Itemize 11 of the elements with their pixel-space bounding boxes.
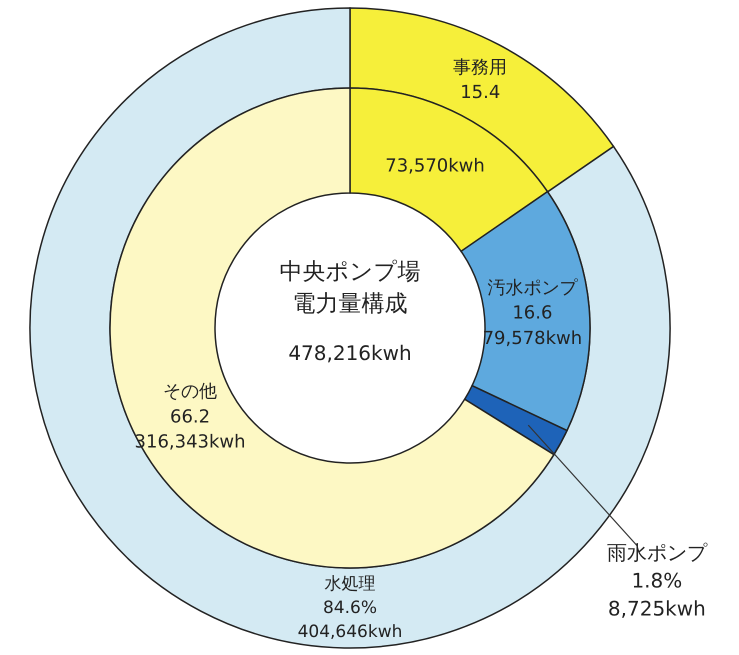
annotation: 478,216kwh xyxy=(288,341,412,365)
slice-label: 雨水ポンプ xyxy=(606,540,708,564)
slice-label: 事務用 xyxy=(453,57,508,78)
slice-label: 汚水ポンプ xyxy=(487,277,578,298)
data-label: 73,570kwh xyxy=(385,155,485,176)
slice-label: 水処理 xyxy=(324,574,376,594)
data-label: 15.4 xyxy=(460,82,500,104)
data-label: 84.6% 404,646kwh xyxy=(298,598,402,642)
slice-label: その他 xyxy=(163,381,218,402)
data-label: 1.8% 8,725kwh xyxy=(608,568,706,620)
title: 中央ポンプ場 電力量構成 xyxy=(280,258,420,318)
